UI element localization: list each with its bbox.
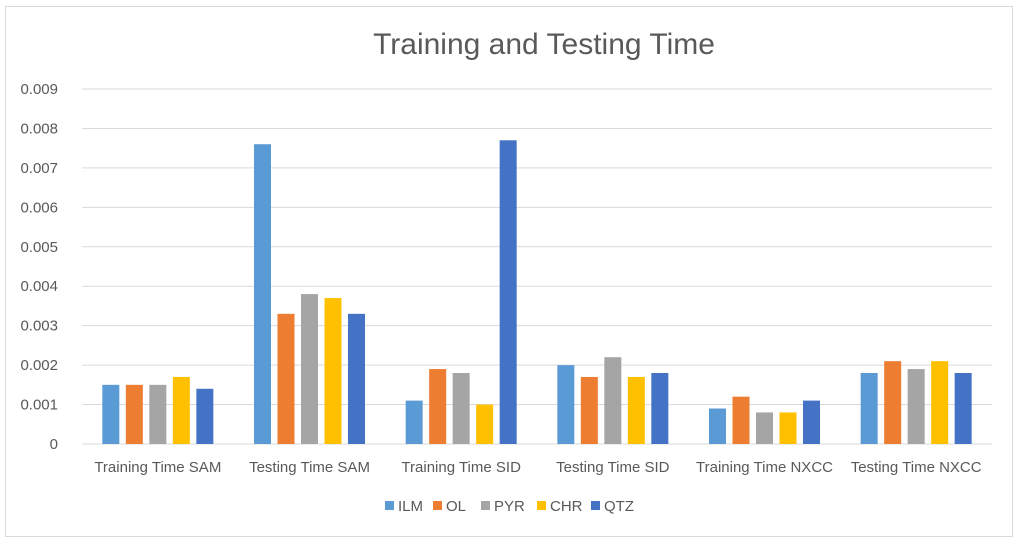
x-category-label: Training Time SAM [94,459,221,476]
x-category-label: Testing Time SID [556,459,670,476]
bar-chr [627,376,645,444]
bar-qtz [499,140,517,444]
x-category-label: Testing Time SAM [249,459,370,476]
y-tick-label: 0.007 [20,160,58,177]
bar-ilm [557,365,575,444]
bar-ilm [102,384,120,444]
bar-pyr [452,373,470,444]
y-tick-label: 0.003 [20,318,58,335]
bar-qtz [196,388,214,444]
legend: ILM OL PYR CHR QTZ [385,498,634,515]
y-tick-label: 0.001 [20,397,58,414]
legend-swatch-qtz [591,501,600,510]
x-category-label: Training Time SID [401,459,521,476]
bar-qtz [651,373,669,444]
legend-swatch-pyr [481,501,490,510]
legend-label-qtz: QTZ [604,498,634,515]
x-category-label: Training Time NXCC [696,459,833,476]
bar-chr [476,404,494,444]
x-category-label: Testing Time NXCC [851,459,982,476]
bar-ilm [709,408,726,444]
y-tick-label: 0.008 [20,120,58,137]
bar-chr [324,298,342,444]
y-tick-label: 0.005 [20,239,58,256]
bar-ol [429,369,447,444]
bar-pyr [907,369,925,444]
bar-pyr [756,412,773,444]
legend-swatch-ilm [385,501,394,510]
chart-title: Training and Testing Time [373,28,715,61]
bar-pyr [604,357,622,444]
bar-ilm [405,400,423,444]
y-tick-label: 0.009 [20,81,58,98]
legend-label-ol: OL [446,498,466,515]
x-axis-categories: Training Time SAM Testing Time SAM Trainin… [94,459,981,476]
y-tick-label: 0.006 [20,199,58,216]
bar-chr [779,412,797,444]
bar-ol [732,396,750,444]
y-tick-label: 0.004 [20,278,58,295]
gridlines [82,88,992,445]
legend-swatch-ol [433,501,442,510]
bar-ilm [254,144,271,444]
bar-ol [580,376,598,444]
y-tick-label: 0.002 [20,357,58,374]
bar-pyr [149,384,167,444]
bar-ilm [860,373,878,444]
bar-ol [125,384,143,444]
bar-pyr [301,294,318,444]
bar-qtz [348,313,365,444]
y-tick-label: 0 [50,436,58,453]
bar-ol [884,361,902,444]
bar-chr [931,361,949,444]
bar-qtz [954,373,972,444]
legend-label-ilm: ILM [398,498,423,515]
bars [102,140,972,444]
bar-chr [172,376,190,444]
bar-qtz [803,400,820,444]
bar-ol [277,313,295,444]
y-axis-ticks: 0 0.001 0.002 0.003 0.004 0.005 0.006 0.007 0.00… [20,81,58,453]
legend-label-pyr: PYR [494,498,525,515]
legend-swatch-chr [537,501,546,510]
legend-label-chr: CHR [550,498,583,515]
